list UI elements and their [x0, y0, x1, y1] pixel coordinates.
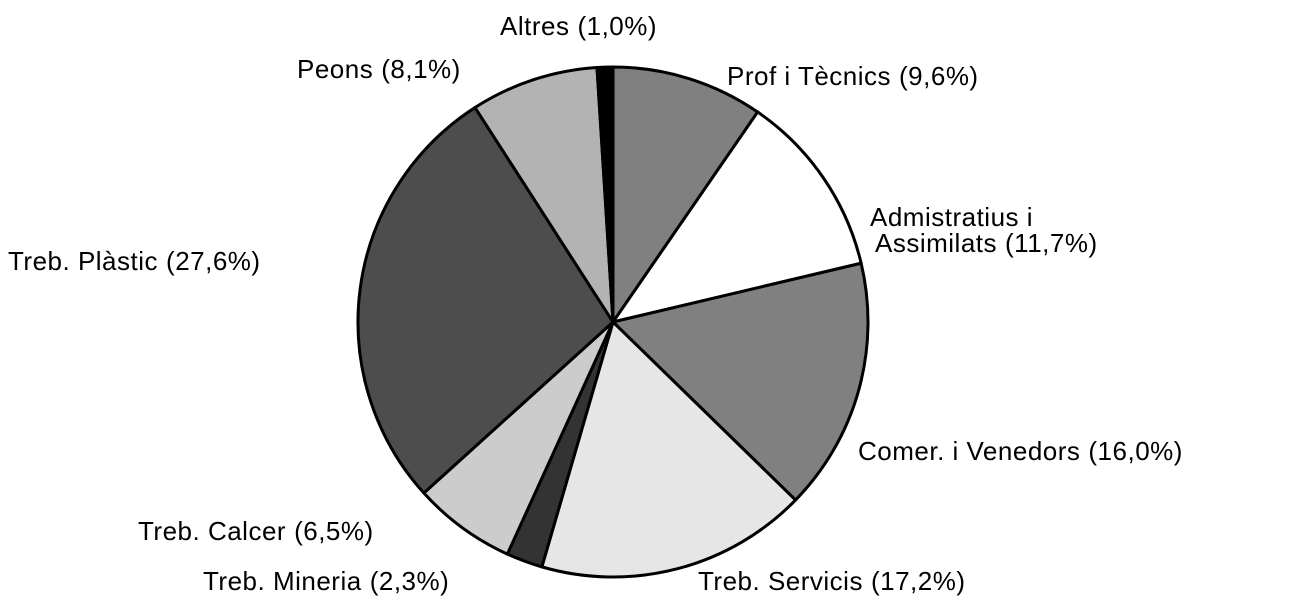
label-line: Peons — [297, 54, 373, 84]
label-line: Comer. i Venedors — [858, 436, 1080, 466]
slice-label: Peons — [297, 54, 373, 84]
slice-label: Comer. i Venedors — [858, 436, 1080, 466]
value-label: (8,1%) — [381, 54, 461, 84]
label-line: Prof i Tècnics — [727, 61, 891, 91]
label-line: Treb. Mineria — [203, 566, 362, 596]
slice-label: Prof i Tècnics — [727, 61, 891, 91]
label-line: Treb. Calcer — [138, 516, 286, 546]
value-label: (27,6%) — [166, 246, 261, 276]
pie-slice — [473, 66, 615, 324]
value-label: (9,6%) — [899, 61, 979, 91]
pie-slice — [540, 320, 798, 579]
slice-label: Treb. Mineria — [203, 566, 362, 596]
label-line: Treb. Servicis — [698, 566, 863, 596]
label-line: Altres — [500, 11, 569, 41]
value-label: (1,0%) — [577, 11, 657, 41]
value-label: (17,2%) — [871, 566, 966, 596]
pie-slice — [611, 65, 760, 324]
value-label: (11,7%) — [1005, 228, 1098, 258]
slice-label: Admistratius i Assimilats — [870, 202, 1033, 258]
label-line: Admistratius i — [870, 202, 1033, 232]
pie-slice — [611, 110, 863, 324]
pie-slice — [356, 106, 615, 495]
value-label: (16,0%) — [1088, 436, 1183, 466]
slice-label: Treb. Servicis — [698, 566, 863, 596]
value-label: (2,3%) — [370, 566, 450, 596]
slice-label: Treb. Plàstic — [8, 246, 158, 276]
label-line: Assimilats — [875, 228, 997, 258]
label-line: Treb. Plàstic — [8, 246, 158, 276]
pie-slice — [595, 65, 615, 324]
value-label: (6,5%) — [294, 516, 374, 546]
pie-slice — [611, 261, 870, 502]
slice-label: Treb. Calcer — [138, 516, 286, 546]
slice-label: Altres — [500, 11, 569, 41]
